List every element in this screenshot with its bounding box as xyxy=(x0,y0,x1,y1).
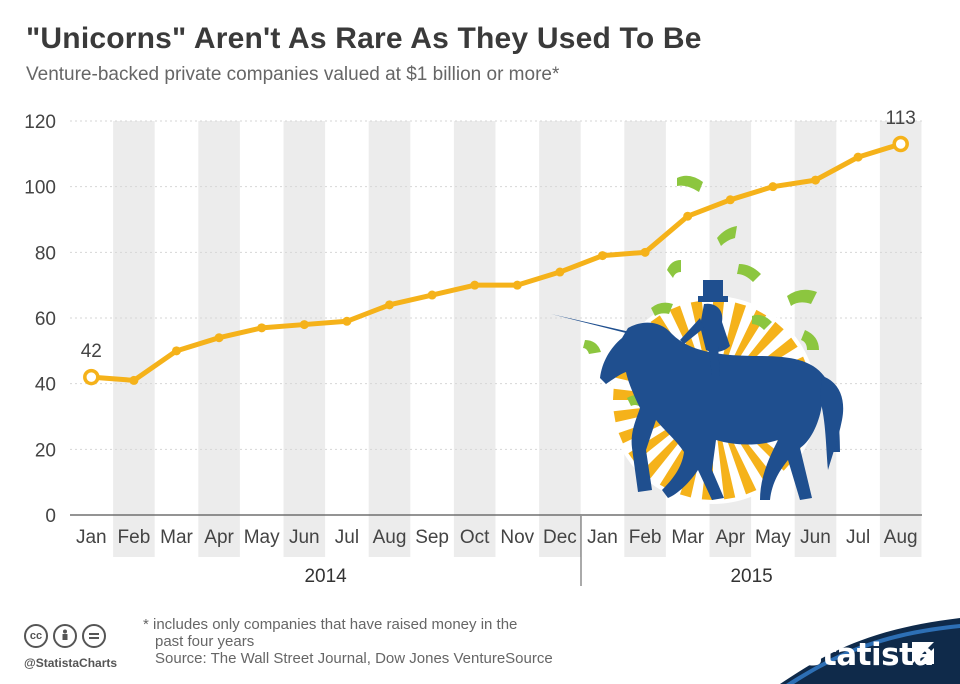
data-point xyxy=(683,211,693,221)
statista-handle[interactable]: @StatistaCharts xyxy=(24,656,118,670)
data-point xyxy=(427,290,437,300)
no-derivatives-icon[interactable] xyxy=(82,624,106,648)
y-tick-label: 120 xyxy=(24,112,56,133)
column-band xyxy=(113,121,155,557)
data-point xyxy=(342,316,352,326)
y-tick-label: 0 xyxy=(45,506,56,527)
data-label: 42 xyxy=(81,341,102,362)
data-point xyxy=(257,323,267,333)
data-point xyxy=(299,320,309,330)
data-point xyxy=(129,375,139,385)
series-line xyxy=(88,141,904,383)
year-label: 2015 xyxy=(730,566,772,587)
data-point xyxy=(853,152,863,162)
footnote: * includes only companies that have rais… xyxy=(143,616,583,667)
money-bills-icon xyxy=(583,175,831,440)
horse-rider-silhouette xyxy=(551,280,844,500)
license-icons: cc xyxy=(24,624,106,648)
column-band xyxy=(283,121,326,557)
x-tick-label: Sep xyxy=(415,527,449,548)
x-tick-label: Mar xyxy=(160,527,193,548)
year-labels: 2014 2015 xyxy=(304,566,772,587)
x-tick-label: Feb xyxy=(629,527,662,548)
data-labels: 42 113 xyxy=(81,108,916,362)
column-band xyxy=(539,121,581,557)
data-point xyxy=(725,195,735,205)
column-band xyxy=(453,121,496,557)
x-tick-label: Jun xyxy=(800,527,831,548)
source-text: Source: The Wall Street Journal, Dow Jon… xyxy=(155,650,553,667)
data-point xyxy=(555,267,565,277)
column-band xyxy=(879,121,922,557)
data-point xyxy=(385,300,394,310)
data-point xyxy=(598,251,607,261)
data-point xyxy=(172,346,181,356)
statista-brand-banner[interactable] xyxy=(780,618,960,684)
x-tick-label: Jan xyxy=(76,527,107,548)
data-point xyxy=(214,333,224,343)
statista-wordmark: statista xyxy=(804,637,934,673)
column-band xyxy=(368,121,411,557)
data-point xyxy=(83,368,100,386)
x-tick-label: May xyxy=(244,527,280,548)
x-axis-ticks: Jan Feb Mar Apr May Jun Jul Aug Sep Oct Nov Dec Jan F… xyxy=(76,527,918,548)
cc-icon[interactable]: cc xyxy=(24,624,48,648)
x-tick-label: Jun xyxy=(289,527,320,548)
data-point xyxy=(768,182,778,192)
y-tick-label: 100 xyxy=(24,178,56,199)
x-tick-label: Aug xyxy=(884,527,918,548)
x-tick-label: Jan xyxy=(587,527,618,548)
data-point xyxy=(892,135,909,153)
unicorn-rider-icon xyxy=(551,175,844,504)
y-tick-label: 20 xyxy=(35,440,56,461)
data-point xyxy=(512,280,522,290)
data-point xyxy=(811,175,820,185)
footnote-line-1: * includes only companies that have rais… xyxy=(143,616,518,633)
y-tick-label: 40 xyxy=(35,375,56,396)
x-tick-label: Dec xyxy=(543,527,577,548)
x-tick-label: Aug xyxy=(373,527,407,548)
year-label: 2014 xyxy=(304,566,347,587)
attribution-icon[interactable] xyxy=(53,624,77,648)
footnote-line-2: past four years xyxy=(155,633,255,650)
x-tick-label: Jul xyxy=(846,527,870,548)
x-tick-label: Oct xyxy=(460,527,490,548)
x-tick-label: Apr xyxy=(204,527,234,548)
y-axis-ticks: 0 20 40 60 80 100 120 xyxy=(24,112,56,527)
y-tick-label: 60 xyxy=(35,309,56,330)
x-tick-label: Mar xyxy=(671,527,704,548)
x-tick-label: Feb xyxy=(118,527,151,548)
x-tick-label: May xyxy=(755,527,791,548)
y-tick-label: 80 xyxy=(35,243,56,264)
x-tick-label: Nov xyxy=(500,527,534,548)
data-point xyxy=(640,247,650,257)
chart-title: "Unicorns" Aren't As Rare As They Used T… xyxy=(26,22,702,55)
data-label: 113 xyxy=(886,108,916,129)
chart-subtitle: Venture-backed private companies valued … xyxy=(26,64,560,85)
x-tick-label: Jul xyxy=(335,527,359,548)
data-points xyxy=(83,135,909,386)
data-point xyxy=(470,280,480,290)
x-tick-label: Apr xyxy=(716,527,746,548)
